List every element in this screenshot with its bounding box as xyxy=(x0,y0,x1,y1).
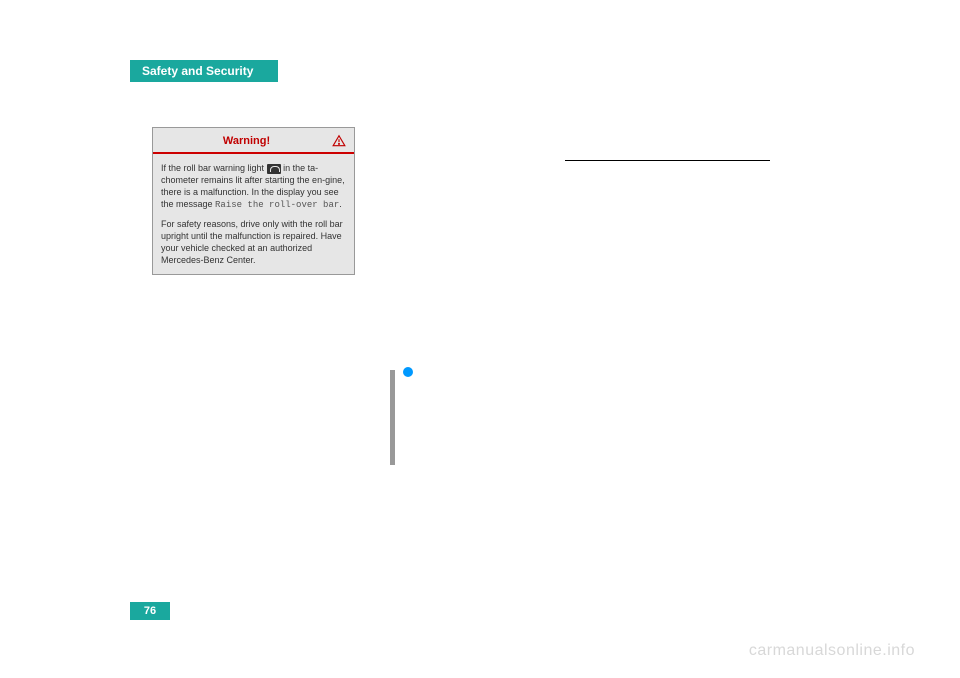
warning-triangle-icon xyxy=(332,134,346,148)
section-header: Safety and Security xyxy=(130,60,278,82)
page-number: 76 xyxy=(130,602,170,620)
warning-header: Warning! xyxy=(153,128,354,154)
warning-box: Warning! If the roll bar warning light i… xyxy=(152,127,355,275)
rollbar-indicator-icon xyxy=(267,164,281,174)
page-container: Safety and Security Warning! If the roll… xyxy=(130,60,830,620)
side-indicator-bar xyxy=(390,370,395,465)
warning-body: If the roll bar warning light in the ta-… xyxy=(153,154,354,274)
warning-monospace: Raise the roll-over bar xyxy=(215,200,339,210)
divider-line xyxy=(565,160,770,161)
bullet-dot-icon xyxy=(403,367,413,377)
warning-paragraph-2: For safety reasons, drive only with the … xyxy=(161,218,346,267)
warning-period: . xyxy=(339,199,342,209)
warning-title: Warning! xyxy=(161,135,332,147)
watermark: carmanualsonline.info xyxy=(749,642,915,660)
warning-paragraph-1: If the roll bar warning light in the ta-… xyxy=(161,162,346,212)
warning-text-1a: If the roll bar warning light xyxy=(161,163,267,173)
